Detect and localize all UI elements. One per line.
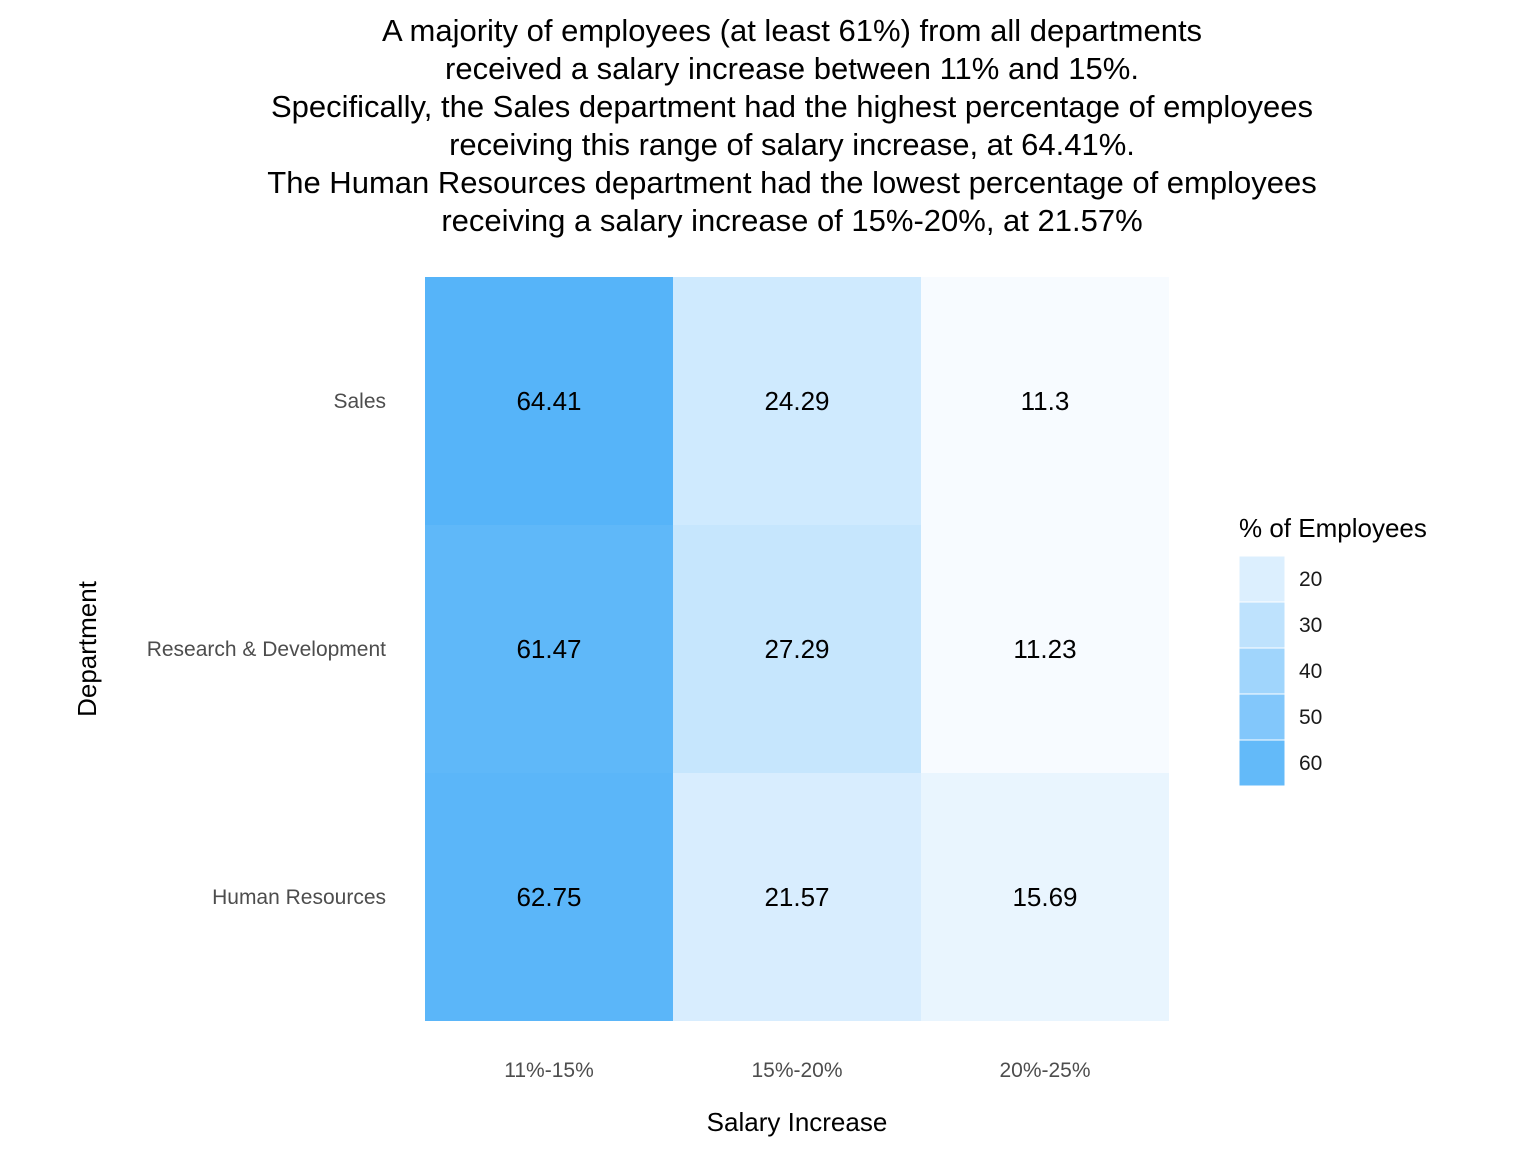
- legend-swatch: [1238, 693, 1286, 741]
- heatmap-cell: [921, 773, 1169, 1021]
- cell-value-label: 27.29: [764, 634, 829, 664]
- heatmap-cell: [673, 773, 921, 1021]
- legend-swatch: [1238, 555, 1286, 603]
- legend-title: % of Employees: [1239, 513, 1427, 543]
- heatmap-cells: 64.41 24.29 11.3 61.47 27.29 11.23 62.75 21.57 1…: [425, 277, 1169, 1021]
- legend-swatch: [1238, 739, 1286, 787]
- y-tick-label: Human Resources: [212, 886, 386, 909]
- y-tick-label: Research & Development: [147, 638, 386, 661]
- legend-swatch: [1238, 647, 1286, 695]
- y-tick-label: Sales: [333, 390, 386, 413]
- cell-value-label: 11.23: [1013, 634, 1076, 664]
- legend-label: 30: [1299, 614, 1322, 637]
- legend-swatch: [1238, 601, 1286, 649]
- heatmap-cell: [425, 525, 673, 773]
- cell-value-label: 21.57: [764, 882, 829, 912]
- legend-label: 50: [1299, 706, 1322, 729]
- x-tick-label: 11%-15%: [504, 1059, 594, 1082]
- heatmap-cell: [921, 525, 1169, 773]
- color-legend: % of Employees 20 30 40 50 60: [1238, 513, 1427, 787]
- title-line-5: The Human Resources department had the l…: [267, 165, 1316, 200]
- heatmap-cell: [673, 277, 921, 525]
- cell-value-label: 15.69: [1012, 882, 1077, 912]
- x-axis-tick-labels: 11%-15% 15%-20% 20%-25%: [504, 1059, 1090, 1082]
- legend-label: 60: [1299, 752, 1322, 775]
- y-axis-tick-labels: Sales Research & Development Human Resourc…: [147, 390, 386, 909]
- title-line-1: A majority of employees (at least 61%) f…: [382, 13, 1202, 48]
- cell-value-label: 61.47: [516, 634, 581, 664]
- x-tick-label: 15%-20%: [751, 1059, 842, 1082]
- cell-value-label: 62.75: [516, 882, 581, 912]
- title-line-6: receiving a salary increase of 15%-20%, …: [441, 203, 1142, 238]
- heatmap-cell: [425, 773, 673, 1021]
- heatmap-cell: [921, 277, 1169, 525]
- y-axis-title: Department: [72, 580, 102, 717]
- heatmap-cell: [425, 277, 673, 525]
- title-line-2: received a salary increase between 11% a…: [445, 51, 1139, 86]
- cell-value-label: 64.41: [516, 386, 581, 416]
- legend-label: 20: [1299, 568, 1322, 591]
- title-line-3: Specifically, the Sales department had t…: [271, 89, 1313, 124]
- legend-label: 40: [1299, 660, 1322, 683]
- chart-title: A majority of employees (at least 61%) f…: [267, 13, 1316, 238]
- x-axis-title: Salary Increase: [707, 1107, 888, 1137]
- cell-value-label: 24.29: [764, 386, 829, 416]
- heatmap-cell: [673, 525, 921, 773]
- x-tick-label: 20%-25%: [999, 1059, 1090, 1082]
- title-line-4: receiving this range of salary increase,…: [449, 127, 1135, 162]
- cell-value-label: 11.3: [1021, 386, 1070, 416]
